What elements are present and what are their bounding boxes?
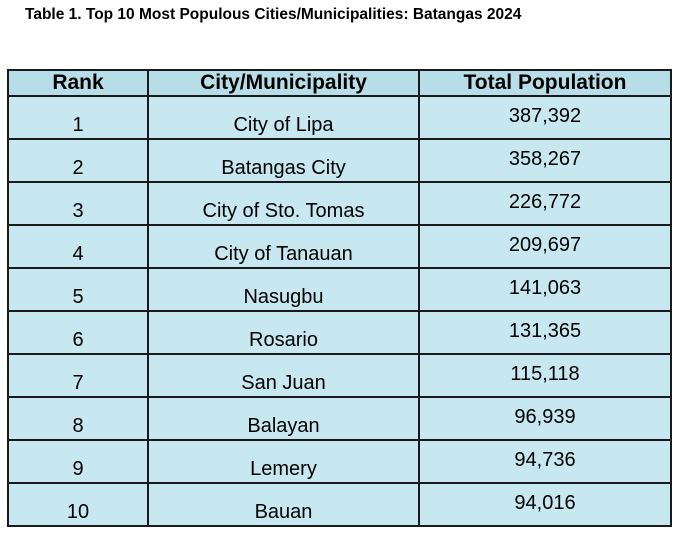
rank-cell: 2: [7, 138, 149, 183]
population-cell: 387,392: [418, 95, 672, 140]
population-cell: 94,736: [418, 439, 672, 484]
table-row: 6 Rosario 131,365: [7, 310, 672, 355]
table-header-row: Rank City/Municipality Total Population: [7, 69, 672, 97]
population-cell-text: 96,939: [514, 406, 576, 428]
rank-cell: 6: [7, 310, 149, 355]
city-cell: City of Sto. Tomas: [147, 181, 420, 226]
rank-cell: 10: [7, 482, 149, 527]
population-cell: 141,063: [418, 267, 672, 312]
population-cell-text: 115,118: [510, 363, 580, 385]
rank-cell: 1: [7, 95, 149, 140]
rank-cell: 9: [7, 439, 149, 484]
rank-cell: 5: [7, 267, 149, 312]
population-cell-text: 387,392: [508, 105, 582, 127]
rank-cell-text: 5: [72, 286, 84, 308]
rank-cell-text: 7: [72, 372, 84, 394]
population-cell: 358,267: [418, 138, 672, 183]
city-cell-text: Balayan: [247, 415, 320, 437]
population-cell-text: 358,267: [508, 148, 582, 170]
rank-cell-text: 10: [66, 501, 90, 523]
population-cell-text: 209,697: [508, 234, 582, 256]
population-cell-text: 141,063: [508, 277, 582, 299]
column-header-population: Total Population: [418, 69, 672, 97]
rank-cell: 4: [7, 224, 149, 269]
city-cell-text: San Juan: [241, 372, 326, 394]
table-row: 5 Nasugbu 141,063: [7, 267, 672, 312]
city-cell-text: Rosario: [249, 329, 318, 351]
city-cell-text: City of Tanauan: [214, 243, 353, 265]
city-cell-text: City of Lipa: [233, 114, 334, 136]
population-cell: 94,016: [418, 482, 672, 527]
city-cell: Balayan: [147, 396, 420, 441]
population-table: Rank City/Municipality Total Population …: [7, 69, 672, 527]
table-row: 10 Bauan 94,016: [7, 482, 672, 527]
table-row: 1 City of Lipa 387,392: [7, 95, 672, 140]
population-cell-text: 131,365: [508, 320, 582, 342]
rank-cell: 7: [7, 353, 149, 398]
rank-cell: 3: [7, 181, 149, 226]
table-body: 1 City of Lipa 387,392 2 Batangas City 358,26…: [7, 95, 672, 527]
rank-cell-text: 2: [72, 157, 84, 179]
table-row: 7 San Juan 115,118: [7, 353, 672, 398]
population-cell: 209,697: [418, 224, 672, 269]
population-cell: 96,939: [418, 396, 672, 441]
rank-cell-text: 6: [72, 329, 84, 351]
city-cell: Bauan: [147, 482, 420, 527]
population-cell: 131,365: [418, 310, 672, 355]
city-cell: Lemery: [147, 439, 420, 484]
city-cell: City of Lipa: [147, 95, 420, 140]
city-cell-text: Batangas City: [221, 157, 346, 179]
city-cell-text: Lemery: [250, 458, 317, 480]
city-cell: Rosario: [147, 310, 420, 355]
table-row: 9 Lemery 94,736: [7, 439, 672, 484]
city-cell: Batangas City: [147, 138, 420, 183]
population-cell: 226,772: [418, 181, 672, 226]
table-row: 3 City of Sto. Tomas 226,772: [7, 181, 672, 226]
population-cell-text: 94,016: [514, 492, 576, 514]
column-header-city: City/Municipality: [147, 69, 420, 97]
rank-cell-text: 8: [72, 415, 84, 437]
city-cell: City of Tanauan: [147, 224, 420, 269]
city-cell: San Juan: [147, 353, 420, 398]
table-row: 2 Batangas City 358,267: [7, 138, 672, 183]
column-header-rank: Rank: [7, 69, 149, 97]
rank-cell: 8: [7, 396, 149, 441]
rank-cell-text: 1: [72, 114, 84, 136]
page-title: Table 1. Top 10 Most Populous Cities/Mun…: [25, 6, 522, 23]
city-cell-text: Nasugbu: [243, 286, 324, 308]
population-cell-text: 226,772: [508, 191, 582, 213]
city-cell-text: Bauan: [254, 501, 313, 523]
rank-cell-text: 4: [72, 243, 84, 265]
rank-cell-text: 9: [72, 458, 84, 480]
city-cell: Nasugbu: [147, 267, 420, 312]
population-cell: 115,118: [418, 353, 672, 398]
city-cell-text: City of Sto. Tomas: [202, 200, 365, 222]
population-cell-text: 94,736: [514, 449, 576, 471]
table-row: 4 City of Tanauan 209,697: [7, 224, 672, 269]
table-row: 8 Balayan 96,939: [7, 396, 672, 441]
rank-cell-text: 3: [72, 200, 84, 222]
